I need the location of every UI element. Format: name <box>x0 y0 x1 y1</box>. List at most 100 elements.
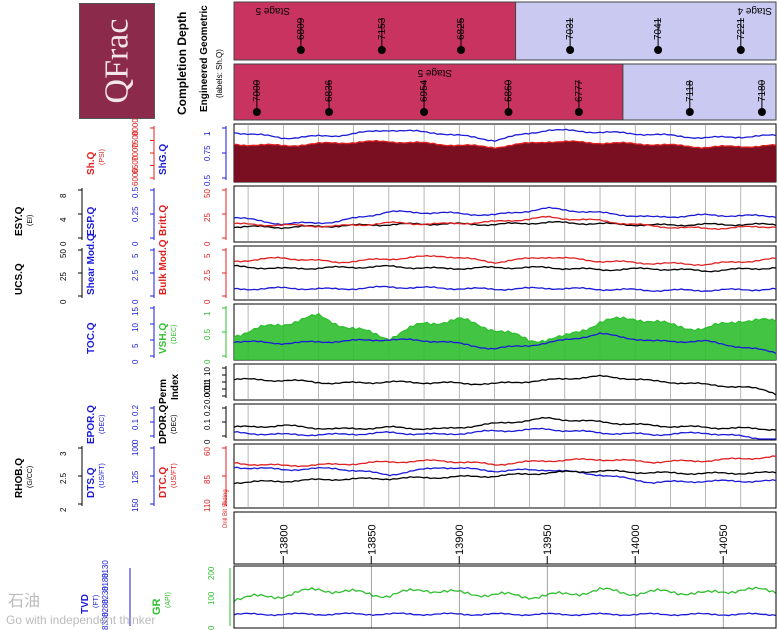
legend-tick-label: 0 <box>203 439 212 444</box>
series-line-bulkmodq <box>233 254 777 267</box>
legend-tick-label: 0.5 <box>131 186 140 198</box>
tvd-tick-label: 8180 <box>101 573 110 591</box>
legend-tick-label: 6500 <box>131 155 140 173</box>
marker-label-top: 7041 <box>653 17 664 40</box>
legend-tick-label: 0.75 <box>203 145 212 161</box>
depth-track-frame <box>233 511 777 565</box>
series-fill-vshq <box>234 313 776 360</box>
gr-track-frame <box>233 565 777 629</box>
legend-name: ESP.Q <box>86 207 97 236</box>
tvd-unit: (FT) <box>93 595 100 608</box>
legend-name: EPOR.Q <box>86 405 97 444</box>
marker-dot-bottom <box>420 108 429 116</box>
marker-dot-top <box>296 46 305 54</box>
legend-name: DTS.Q <box>86 467 97 498</box>
marker-label-top: 6809 <box>296 17 307 40</box>
marker-label-bottom: 6860 <box>504 79 515 102</box>
legend-tick-label: 25 <box>203 213 212 222</box>
legend-tick-label: 4 <box>59 217 68 222</box>
tvd-tick-label: 8330 <box>101 612 110 630</box>
legend-name: ESY.Q <box>14 206 25 236</box>
marker-label-bottom: 6777 <box>574 79 585 102</box>
stage-label-top-4: Stage 4 <box>737 5 772 16</box>
legend-tick-label: 1 <box>203 311 212 316</box>
marker-label-top: 7031 <box>565 17 576 40</box>
legend-tick-label: 0 <box>131 299 140 304</box>
series-line-brittq <box>233 215 777 231</box>
legend-tick-label: 100 <box>131 442 140 456</box>
legend-unit: (DEC) <box>99 415 106 434</box>
series-fill-shq <box>234 140 776 182</box>
legend-tick-label: 2.5 <box>203 269 212 281</box>
legend-tick-label: 0 <box>131 439 140 444</box>
watermark-en: Go with independent thinker <box>6 613 155 627</box>
header-subtitle: Engineered Geometric <box>199 5 210 112</box>
legend-tick-label: 6000 <box>131 168 140 186</box>
legend-tick-label: 25 <box>59 272 68 281</box>
stage-label-top-5: Stage 5 <box>255 5 290 16</box>
legend-name: DPOR.Q <box>158 404 169 444</box>
legend-name: Bulk Mod.Q <box>158 239 169 295</box>
legend-name: ShG.Q <box>158 144 169 175</box>
series-line-rhobq <box>233 469 777 485</box>
legend-tick-label: 0.2 <box>203 404 212 416</box>
legend-tick-label: 0.5 <box>203 174 212 186</box>
legend-tick-label: 2 <box>59 507 68 512</box>
marker-dot-top <box>736 46 745 54</box>
marker-dot-top <box>654 46 663 54</box>
marker-label-top: 7221 <box>736 17 747 40</box>
series-line-dtcq <box>233 455 777 468</box>
legend-unit: (EI) <box>27 215 34 226</box>
stage-band-bottom-5 <box>233 63 624 121</box>
marker-label-bottom: 6954 <box>419 79 430 102</box>
legend-tick-label: 2.5 <box>131 269 140 281</box>
legend-tick-label: 10 <box>131 323 140 332</box>
series-line-shgq <box>233 128 777 142</box>
tvd-tick-label: 8280 <box>101 599 110 617</box>
legend-name: Britt.Q <box>158 205 169 236</box>
legend-unit: (US/FT) <box>99 463 106 488</box>
legend-name: Shear Mod.Q <box>86 233 97 295</box>
header-title: Completion Depth <box>175 12 189 115</box>
legend-tick-label: 0.25 <box>131 206 140 222</box>
marker-dot-bottom <box>252 108 261 116</box>
track-frame <box>233 403 777 441</box>
depth-tick-label: 13900 <box>454 524 466 555</box>
depth-tick-label: 14050 <box>718 524 730 555</box>
gr-name: GR <box>151 598 163 615</box>
track-frame <box>233 185 777 243</box>
legend-tick-label: 0.001 <box>203 383 212 404</box>
series-line-ucsq <box>233 264 777 273</box>
depth-tick-label: 13800 <box>278 524 290 555</box>
series-line-eporq <box>233 427 776 440</box>
legend-tick-label: 0.1 <box>131 418 140 430</box>
legend-name: TOC.Q <box>86 322 97 354</box>
series-line-tvd <box>233 612 777 617</box>
legend-tick-label: 0.2 <box>131 404 140 416</box>
legend-tick-label: 1 <box>203 131 212 136</box>
legend-tick-label: 0 <box>203 241 212 246</box>
legend-tick-label: 0.5 <box>203 328 212 340</box>
watermark-cn: 石油 <box>8 592 40 610</box>
series-line-dtsq <box>233 466 777 484</box>
marker-dot-bottom <box>325 108 334 116</box>
legend-tick-label: 0 <box>203 299 212 304</box>
legend-tick-label: 5 <box>203 253 212 258</box>
marker-dot-bottom <box>757 108 766 116</box>
legend-name: Perm <box>158 379 169 404</box>
series-line-vshq <box>233 312 777 344</box>
marker-label-top: 6825 <box>456 17 467 40</box>
tvd-name: TVD <box>80 594 91 614</box>
gr-tick-label: 0 <box>207 625 216 630</box>
stage-band-top-5 <box>233 1 517 61</box>
series-line-permindex <box>233 374 777 396</box>
track-frame <box>233 363 777 401</box>
legend-unit: (PSI) <box>99 149 106 165</box>
legend-tick-label: 0 <box>59 299 68 304</box>
tvd-tick-label: 8130 <box>101 560 110 578</box>
legend-tick-label: 0.01 <box>203 381 212 397</box>
marker-dot-bottom <box>574 108 583 116</box>
legend-tick-label: 150 <box>131 498 140 512</box>
